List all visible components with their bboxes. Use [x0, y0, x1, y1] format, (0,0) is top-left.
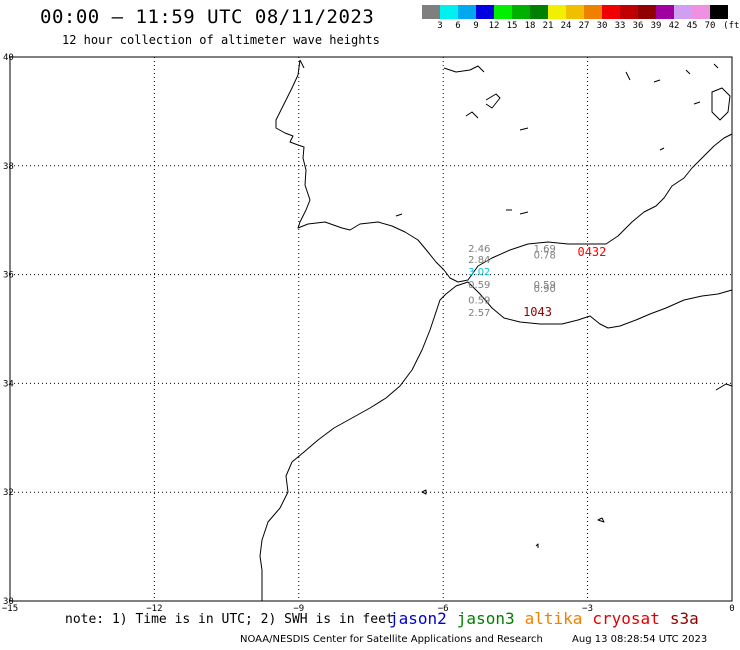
- colorbar-tick-label: 33: [614, 21, 626, 31]
- colorbar-swatch: [566, 5, 584, 19]
- satellite-legend-item: jason3: [456, 609, 515, 628]
- coastline-segment: [443, 65, 485, 73]
- colorbar-tick-label: 45: [686, 21, 698, 31]
- coastline-segment: [506, 209, 529, 215]
- coastline-segment: [259, 281, 733, 601]
- coastline-segment: [275, 59, 733, 283]
- latitude-label: 40: [3, 53, 14, 63]
- colorbar-swatch: [638, 5, 656, 19]
- coastline-segment: [711, 87, 731, 121]
- colorbar-tick-label: 24: [560, 21, 572, 31]
- coastline-segment: [625, 63, 719, 151]
- pass-time-label: 0432: [577, 245, 606, 259]
- wave-height-value: 2.57: [468, 308, 490, 319]
- colorbar-tick-label: 70: [704, 21, 716, 31]
- satellite-legend-item: cryosat: [592, 609, 660, 628]
- longitude-label: −15: [2, 604, 18, 614]
- colorbar-swatch: [458, 5, 476, 19]
- wave-height-value: 0.59: [468, 295, 490, 306]
- colorbar-swatch: [692, 5, 710, 19]
- colorbar-tick-label: 42: [668, 21, 680, 31]
- colorbar-swatch: [602, 5, 620, 19]
- wave-height-value: 2.84: [468, 255, 490, 266]
- colorbar-tick-label: 15: [506, 21, 518, 31]
- coastline: [259, 59, 733, 601]
- colorbar-tick-label: 6: [455, 21, 461, 31]
- satellite-legend-item: altika: [524, 609, 583, 628]
- colorbar-tick-label: 12: [488, 21, 500, 31]
- colorbar-tick-label: 9: [473, 21, 479, 31]
- colorbar-tick-label: 39: [650, 21, 662, 31]
- coastline-segment: [519, 127, 529, 131]
- latitude-label: 36: [3, 271, 14, 281]
- coastline-segment: [395, 213, 403, 217]
- map-subtitle: 12 hour collection of altimeter wave hei…: [62, 33, 380, 47]
- latitude-label: 34: [3, 379, 14, 389]
- colorbar-tick-label: 18: [524, 21, 536, 31]
- longitude-label: −3: [582, 604, 593, 614]
- satellite-legend: jason2 jason3 altika cryosat s3a: [389, 609, 709, 628]
- wave-height-value: 0.59: [468, 280, 490, 291]
- colorbar-tick-label: 30: [596, 21, 608, 31]
- coastline-segment: [597, 517, 605, 523]
- coastline-segment: [535, 543, 539, 548]
- colorbar-swatch: [656, 5, 674, 19]
- colorbar-swatch: [422, 5, 440, 19]
- colorbar-swatch: [476, 5, 494, 19]
- wave-height-value: 0.59: [534, 280, 556, 291]
- wave-height-value: 0.90: [534, 284, 556, 295]
- coastline-segment: [299, 59, 305, 69]
- wave-height-value: 1.69: [534, 244, 556, 255]
- longitude-label: −6: [438, 604, 449, 614]
- wave-height-value: 2.46: [468, 244, 490, 255]
- colorbar-swatch: [530, 5, 548, 19]
- colorbar-swatch: [620, 5, 638, 19]
- colorbar-unit: (ft): [723, 21, 740, 31]
- longitude-label: −9: [293, 604, 304, 614]
- footer-credit: NOAA/NESDIS Center for Satellite Applica…: [240, 634, 543, 645]
- footer: NOAA/NESDIS Center for Satellite Applica…: [240, 634, 733, 645]
- colorbar-tick-label: 36: [632, 21, 644, 31]
- colorbar-swatch: [512, 5, 530, 19]
- colorbar-tick-label: 27: [578, 21, 590, 31]
- longitude-label: −12: [146, 604, 162, 614]
- colorbar: [422, 5, 728, 19]
- legend-note: note: 1) Time is in UTC; 2) SWH is in fe…: [65, 612, 394, 627]
- colorbar-swatch: [494, 5, 512, 19]
- longitude-labels: −15 −12 −9 −6 −3 0: [2, 604, 735, 614]
- latitude-label: 32: [3, 488, 14, 498]
- latitude-labels: 40 38 36 34 32 30: [3, 53, 14, 607]
- map-frame: [9, 56, 733, 602]
- coastline-segment: [715, 383, 733, 391]
- wave-height-value: 3.02: [468, 267, 490, 278]
- wave-height-value: 0.78: [534, 250, 556, 261]
- colorbar-tick-label: 21: [542, 21, 554, 31]
- colorbar-swatch: [710, 5, 728, 19]
- latitude-label: 38: [3, 162, 14, 172]
- coastline-segment: [485, 93, 501, 109]
- colorbar-swatch: [584, 5, 602, 19]
- observation-values: 2.46 1.690.782.843.020.590.592.570.590.90: [468, 244, 556, 319]
- satellite-pass-times: 0432 1043: [523, 245, 606, 319]
- longitude-label: 0: [729, 604, 734, 614]
- colorbar-swatch: [548, 5, 566, 19]
- colorbar-swatch: [674, 5, 692, 19]
- satellite-legend-item: jason2: [389, 609, 447, 628]
- satellite-legend-item: s3a: [669, 609, 699, 628]
- pass-time-label: 1043: [523, 305, 552, 319]
- latitude-label: 30: [3, 597, 14, 607]
- map-title: 00:00 – 11:59 UTC 08/11/2023: [40, 6, 375, 28]
- colorbar-tick-label: 3: [437, 21, 443, 31]
- graticule: [10, 57, 732, 601]
- footer-timestamp: Aug 13 08:28:54 UTC 2023: [572, 634, 708, 645]
- coastline-segment: [421, 489, 427, 495]
- coastline-segment: [465, 111, 479, 119]
- colorbar-swatch: [440, 5, 458, 19]
